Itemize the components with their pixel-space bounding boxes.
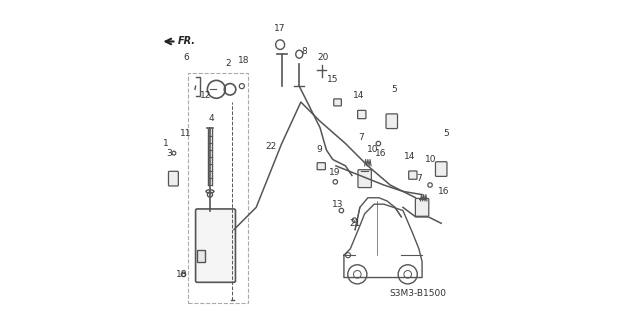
- Text: 7: 7: [358, 133, 364, 142]
- Bar: [197, 250, 205, 262]
- Text: 6: 6: [183, 53, 189, 62]
- FancyBboxPatch shape: [358, 110, 366, 119]
- Text: 12: 12: [200, 91, 211, 100]
- FancyBboxPatch shape: [168, 171, 179, 186]
- Text: 1: 1: [163, 139, 169, 148]
- FancyBboxPatch shape: [317, 163, 325, 170]
- FancyBboxPatch shape: [435, 162, 447, 176]
- Text: 11: 11: [180, 130, 191, 138]
- Text: 17: 17: [275, 24, 286, 33]
- Text: 16: 16: [438, 187, 449, 196]
- Text: 20: 20: [317, 53, 329, 62]
- Text: 10: 10: [367, 145, 378, 154]
- FancyBboxPatch shape: [386, 114, 397, 129]
- Text: 3: 3: [166, 149, 172, 158]
- Bar: [188, 73, 248, 303]
- Text: 22: 22: [265, 142, 276, 151]
- FancyBboxPatch shape: [333, 99, 341, 106]
- Text: 15: 15: [327, 75, 339, 84]
- Text: 10: 10: [425, 155, 436, 164]
- Text: 2: 2: [226, 59, 231, 68]
- Text: 14: 14: [353, 91, 364, 100]
- Text: 18: 18: [175, 270, 187, 279]
- Text: 8: 8: [301, 47, 307, 56]
- Text: 16: 16: [375, 149, 387, 158]
- FancyBboxPatch shape: [358, 170, 371, 188]
- Text: 5: 5: [391, 85, 397, 94]
- Text: 21: 21: [349, 219, 361, 228]
- Text: 14: 14: [404, 152, 415, 161]
- Text: 4: 4: [209, 114, 214, 122]
- Text: S3M3-B1500: S3M3-B1500: [389, 289, 446, 298]
- Text: 18: 18: [237, 56, 249, 65]
- Text: 5: 5: [443, 130, 449, 138]
- Text: 13: 13: [332, 200, 344, 209]
- FancyBboxPatch shape: [409, 171, 417, 179]
- Text: 9: 9: [316, 145, 322, 154]
- Text: 19: 19: [329, 168, 340, 177]
- FancyBboxPatch shape: [415, 198, 429, 216]
- Text: 7: 7: [416, 174, 422, 183]
- FancyBboxPatch shape: [196, 209, 236, 282]
- Text: FR.: FR.: [178, 36, 196, 47]
